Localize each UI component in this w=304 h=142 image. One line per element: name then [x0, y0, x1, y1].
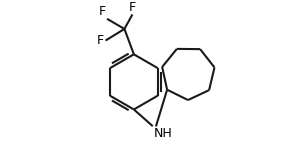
- Text: F: F: [97, 34, 104, 47]
- Text: F: F: [98, 5, 105, 18]
- Text: NH: NH: [154, 127, 172, 140]
- Text: F: F: [129, 1, 136, 14]
